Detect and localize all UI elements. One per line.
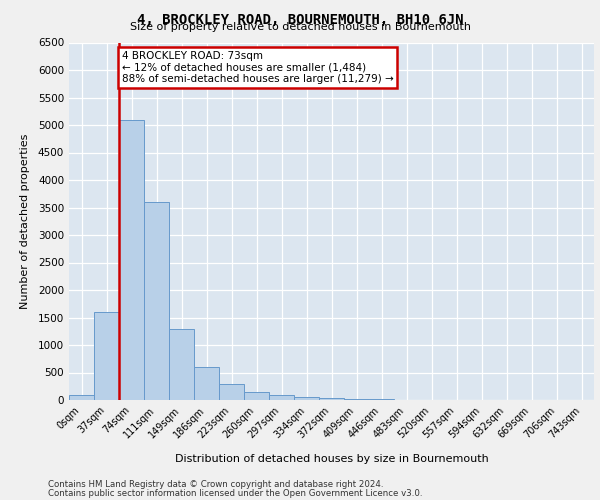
Text: Size of property relative to detached houses in Bournemouth: Size of property relative to detached ho… (130, 22, 470, 32)
Bar (219, 384, 244, 400)
Y-axis label: Number of detached properties: Number of detached properties (20, 134, 29, 309)
X-axis label: Distribution of detached houses by size in Bournemouth: Distribution of detached houses by size … (175, 454, 488, 464)
Bar (344, 399, 369, 400)
Bar (69, 394, 94, 400)
Bar (94, 312, 119, 400)
Text: Contains HM Land Registry data © Crown copyright and database right 2024.: Contains HM Land Registry data © Crown c… (48, 480, 383, 489)
Bar (269, 394, 294, 400)
Text: Contains public sector information licensed under the Open Government Licence v3: Contains public sector information licen… (48, 488, 422, 498)
Bar (244, 392, 269, 400)
Bar (294, 397, 319, 400)
Bar (319, 398, 344, 400)
Bar (144, 202, 169, 400)
Bar (169, 328, 194, 400)
Text: 4, BROCKLEY ROAD, BOURNEMOUTH, BH10 6JN: 4, BROCKLEY ROAD, BOURNEMOUTH, BH10 6JN (137, 12, 463, 26)
Text: 4 BROCKLEY ROAD: 73sqm
← 12% of detached houses are smaller (1,484)
88% of semi-: 4 BROCKLEY ROAD: 73sqm ← 12% of detached… (122, 51, 394, 84)
Bar (194, 367, 219, 400)
Bar (119, 120, 144, 400)
